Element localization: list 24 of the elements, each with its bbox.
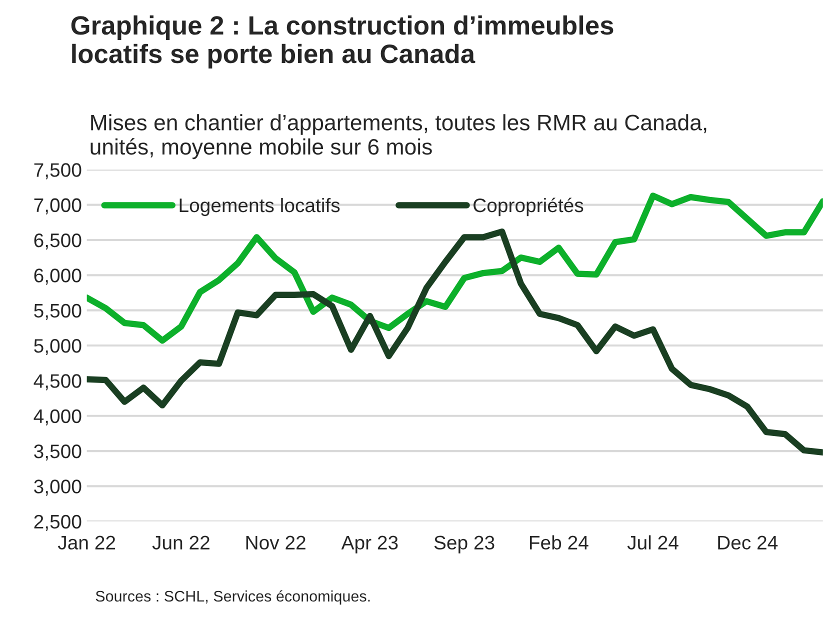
- y-tick-label: 4,500: [34, 374, 82, 390]
- x-tick-label: Nov 22: [246, 536, 306, 550]
- y-tick-label: 3,500: [34, 444, 82, 461]
- x-tick-label: Apr 23: [341, 536, 398, 554]
- legend-label: Copropriétés: [474, 198, 584, 216]
- x-tick-label: Jan 22: [58, 536, 116, 550]
- y-tick-label: 7,500: [34, 163, 82, 180]
- x-tick-label: Sep 23: [434, 536, 494, 554]
- x-tick-label: Jul 24: [627, 535, 678, 550]
- chart-subtitle: Mises en chantier d’appartements, toutes les RMR au Canada, unités, moyenne mobile sur 6 mois: [90, 114, 706, 160]
- y-tick-label: 6,500: [34, 233, 82, 250]
- y-tick-label: 7,000: [34, 198, 82, 214]
- y-tick-label: 5,500: [34, 304, 82, 320]
- y-tick-label: 6,000: [34, 268, 82, 285]
- y-tick-label: 3,000: [34, 480, 82, 496]
- source-note: Sources : SCHL, Services économiques.: [96, 590, 370, 605]
- y-tick-label: 5,000: [34, 338, 82, 356]
- y-tick-label: 2,500: [34, 514, 82, 531]
- x-tick-label: Feb 24: [530, 535, 588, 550]
- legend-label: Logements locatifs: [180, 198, 340, 216]
- y-tick-label: 4,000: [34, 409, 82, 426]
- x-tick-label: Dec 24: [718, 536, 778, 550]
- chart-title: Graphique 2 : La construction d’immeubles locatifs se porte bien au Canada: [71, 15, 614, 68]
- x-tick-label: Jun 22: [152, 536, 210, 550]
